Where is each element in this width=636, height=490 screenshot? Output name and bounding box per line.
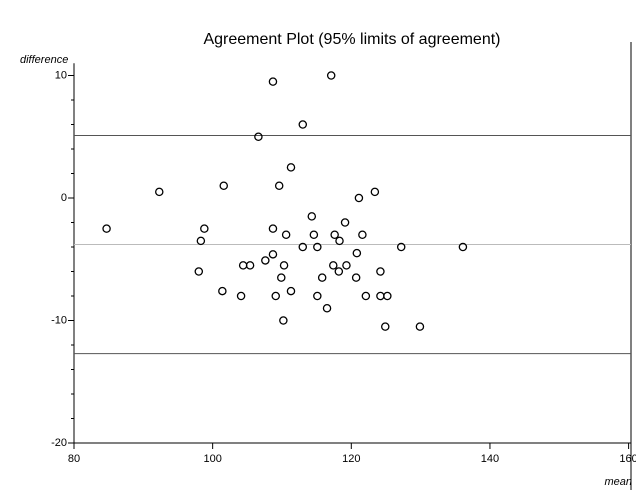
data-point bbox=[281, 230, 291, 239]
data-point bbox=[286, 163, 296, 172]
data-point bbox=[376, 267, 385, 276]
data-point bbox=[361, 291, 371, 301]
data-point bbox=[274, 181, 284, 190]
data-point bbox=[340, 218, 350, 227]
data-point bbox=[351, 273, 361, 282]
data-point bbox=[277, 273, 286, 282]
data-point bbox=[313, 242, 322, 252]
data-point bbox=[415, 322, 425, 331]
y-tick-label: 10 bbox=[55, 69, 67, 81]
data-point bbox=[342, 261, 351, 270]
x-tick-label: 120 bbox=[342, 453, 360, 465]
x-tick-label: 140 bbox=[481, 453, 499, 465]
data-point bbox=[383, 291, 392, 301]
data-point bbox=[458, 242, 468, 252]
chart-title: Agreement Plot (95% limits of agreement) bbox=[203, 31, 500, 48]
data-point bbox=[354, 193, 364, 203]
data-point bbox=[326, 71, 336, 80]
data-point bbox=[238, 261, 248, 270]
data-point bbox=[335, 236, 344, 246]
data-point bbox=[376, 291, 385, 301]
data-point bbox=[279, 261, 289, 270]
data-point bbox=[268, 77, 278, 86]
x-tick-label: 100 bbox=[203, 453, 221, 465]
data-point bbox=[219, 181, 228, 190]
data-point bbox=[286, 286, 296, 296]
data-point bbox=[313, 291, 322, 301]
data-point bbox=[370, 187, 380, 197]
data-point bbox=[271, 291, 280, 301]
data-point bbox=[381, 322, 390, 331]
data-point bbox=[334, 267, 344, 276]
y-tick-label: -10 bbox=[51, 314, 67, 326]
data-point bbox=[358, 230, 367, 239]
data-point bbox=[254, 132, 263, 141]
data-point bbox=[218, 286, 227, 296]
y-axis-label: difference bbox=[20, 54, 68, 66]
data-point bbox=[268, 224, 278, 233]
data-point bbox=[194, 267, 204, 276]
data-point bbox=[268, 250, 278, 259]
y-tick-label: 0 bbox=[61, 192, 67, 204]
data-point bbox=[317, 273, 327, 282]
x-tick-label: 160 bbox=[619, 453, 636, 465]
data-point bbox=[329, 261, 338, 270]
y-tick-label: -20 bbox=[51, 437, 67, 449]
data-point bbox=[155, 187, 164, 197]
data-point bbox=[102, 224, 111, 233]
data-point bbox=[322, 303, 332, 313]
data-point bbox=[330, 230, 339, 239]
data-point bbox=[352, 248, 362, 258]
data-point bbox=[307, 212, 317, 221]
data-point bbox=[396, 242, 406, 252]
x-axis-label: mean bbox=[604, 476, 632, 488]
data-point bbox=[309, 230, 319, 239]
x-tick-label: 80 bbox=[68, 453, 80, 465]
data-point bbox=[200, 224, 209, 233]
data-point bbox=[245, 261, 255, 270]
data-point bbox=[298, 120, 308, 129]
data-point bbox=[279, 316, 288, 325]
data-point bbox=[236, 291, 246, 301]
data-point bbox=[298, 242, 308, 252]
data-point bbox=[196, 236, 206, 246]
data-point bbox=[261, 256, 270, 265]
